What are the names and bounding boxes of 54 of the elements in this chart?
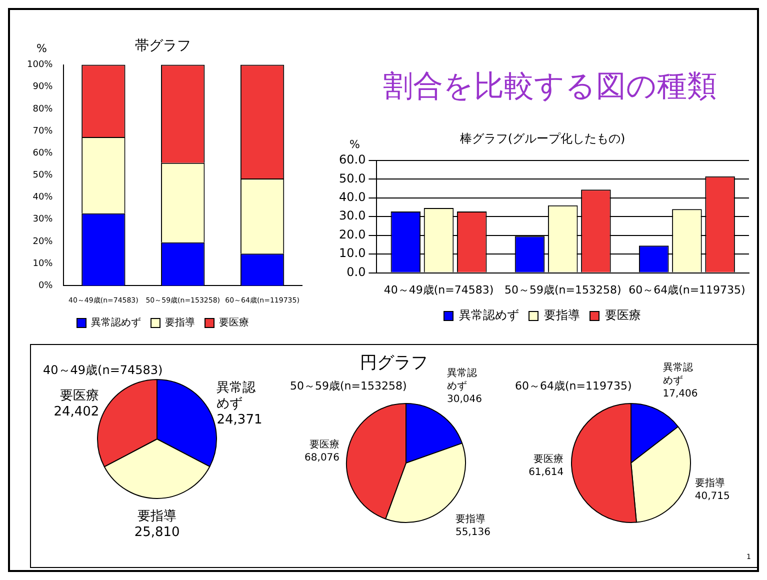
y-tick-label: 80% — [32, 104, 54, 114]
slice-label: 異常認めず — [216, 380, 256, 412]
y-tick-label: 50.0 — [339, 171, 366, 186]
y-tick-label: 90% — [32, 82, 54, 92]
y-tick-label: 60% — [32, 148, 54, 158]
legend-label: 要医療 — [605, 308, 641, 322]
y-tick-label: 30.0 — [339, 208, 366, 223]
slice-label: 要指導 — [455, 513, 486, 526]
x-tick-label: 40～49歳(n=74583) — [384, 283, 494, 296]
text: 割合を比較する図の種類 — [382, 68, 718, 106]
data-label: 24,371 — [216, 412, 262, 428]
slice-label: 要医療 — [60, 388, 100, 404]
y-axis-title: % — [349, 138, 360, 151]
data-label: 30,046 — [446, 394, 482, 405]
y-tick-label: 40% — [32, 192, 54, 203]
y-tick-label: 0% — [38, 280, 54, 291]
data-label: 40,715 — [694, 491, 730, 502]
chart-title: 帯グラフ — [135, 38, 191, 54]
y-tick-label: 60.0 — [339, 152, 366, 167]
y-axis-title: % — [36, 42, 47, 56]
chart-title: 棒グラフ(グループ化したもの) — [460, 131, 626, 146]
legend-label: 要指導 — [165, 316, 195, 329]
slice-label: 要医療 — [310, 438, 340, 450]
legend-label: 要指導 — [544, 308, 580, 322]
data-label: 68,076 — [304, 452, 340, 464]
slice-label: 要医療 — [534, 453, 564, 466]
legend-label: 異常認めず — [459, 308, 519, 322]
data-label: 25,810 — [134, 524, 180, 540]
text: 円グラフ — [360, 353, 428, 373]
y-tick-label: 10% — [32, 258, 54, 269]
text: 60～64歳(n=119735) — [515, 379, 632, 392]
y-tick-label: 100% — [26, 60, 54, 70]
y-tick-label: 30% — [32, 214, 54, 225]
x-tick-label: 50～59歳(n=153258) — [504, 283, 622, 296]
slice-label: 要指導 — [138, 508, 177, 524]
slice-label: 要指導 — [694, 477, 725, 490]
x-tick-label: 60～64歳(n=119735) — [628, 283, 746, 296]
data-label: 55,136 — [455, 527, 490, 538]
y-tick-label: 20.0 — [339, 227, 366, 242]
text: 50～59歳(n=153258) — [290, 379, 407, 392]
slice-label: 異常認めず — [662, 362, 693, 387]
y-tick-label: 50% — [32, 170, 54, 181]
chart-title: 40～49歳(n=74583) — [43, 363, 163, 378]
y-tick-label: 40.0 — [339, 190, 366, 204]
y-tick-label: 20% — [32, 236, 54, 247]
legend-label: 要医療 — [219, 316, 249, 329]
data-label: 17,406 — [662, 388, 698, 400]
data-label: 24,402 — [54, 404, 100, 420]
slice-label: 異常認めず — [446, 366, 477, 392]
data-label: 61,614 — [528, 467, 564, 478]
y-tick-label: 0.0 — [346, 264, 366, 279]
y-tick-label: 10.0 — [339, 246, 366, 260]
y-tick-label: 70% — [32, 126, 54, 136]
legend-label: 異常認めず — [91, 316, 141, 329]
